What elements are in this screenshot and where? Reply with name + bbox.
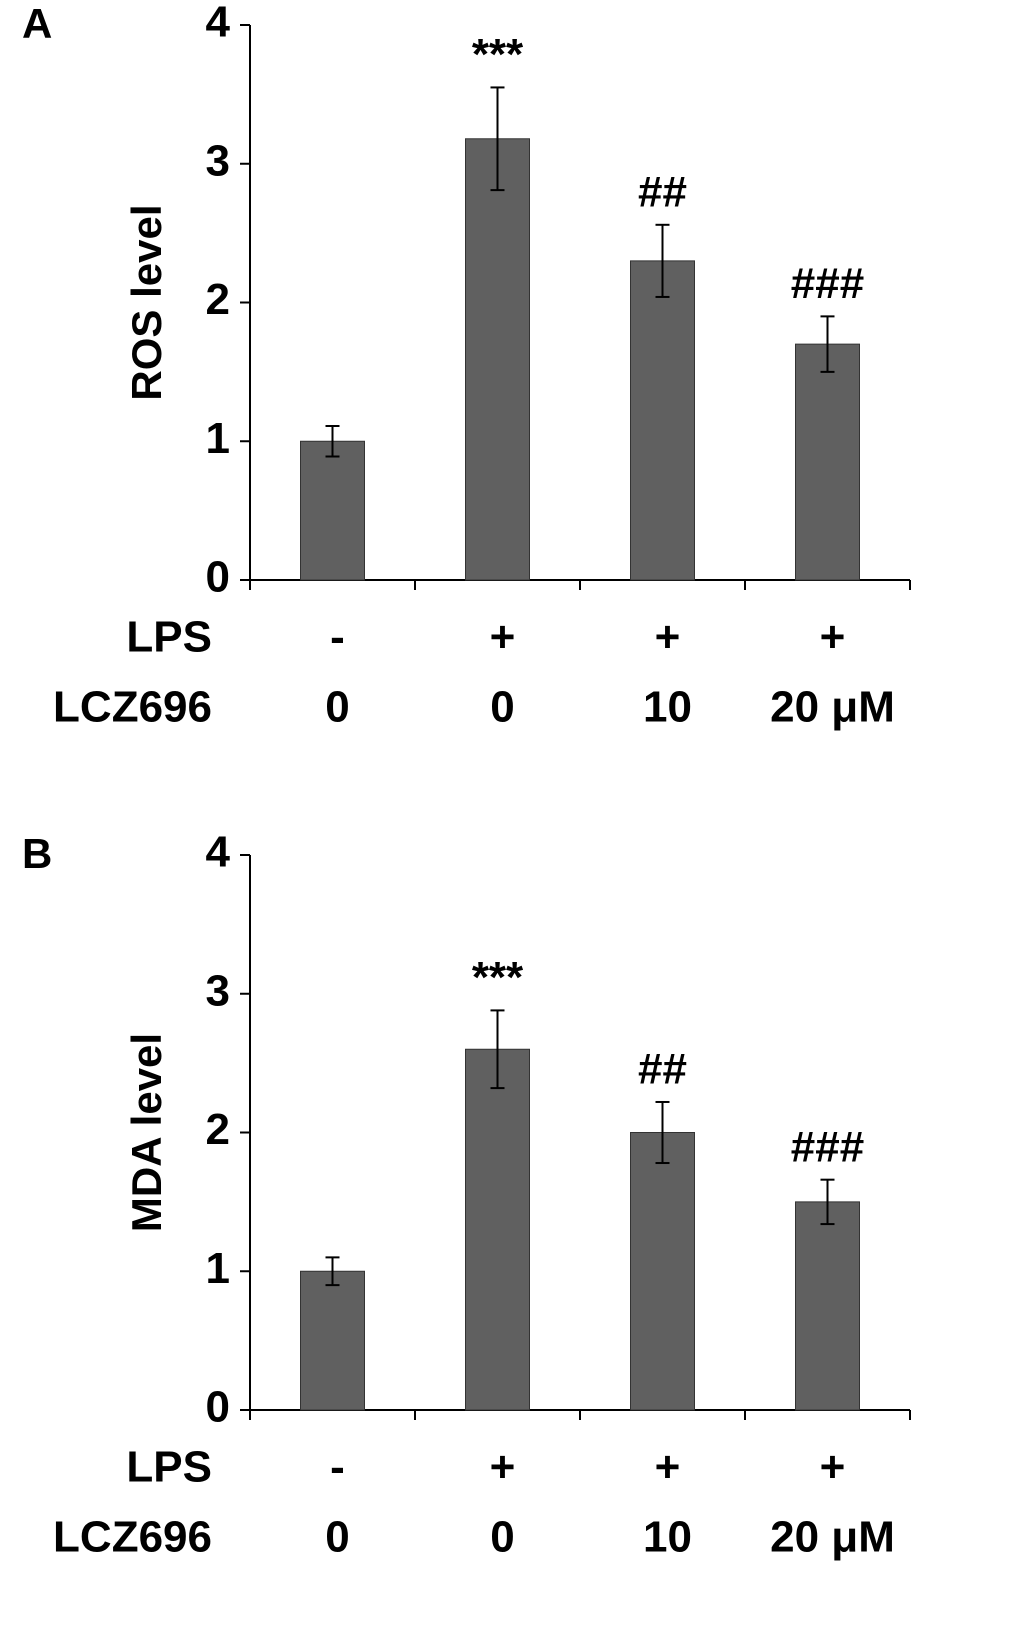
x-tick-label: + (490, 613, 516, 662)
y-tick-label: 1 (206, 414, 230, 463)
bar (465, 138, 530, 581)
bar (795, 1201, 860, 1411)
x-tick-label: 10 (643, 1513, 692, 1562)
x-tick-label: 0 (490, 683, 514, 732)
annotation: *** (472, 953, 524, 1002)
x-tick-label: - (330, 613, 345, 662)
bar (300, 440, 365, 581)
x-tick-label: 0 (490, 1513, 514, 1562)
annotation: ## (638, 1045, 687, 1094)
y-tick-label: 3 (206, 136, 230, 185)
bar (795, 343, 860, 581)
x-tick-label: 0 (325, 1513, 349, 1562)
panel-label: A (22, 0, 52, 47)
bar (465, 1048, 530, 1411)
x-tick-label: + (820, 1443, 846, 1492)
x-tick-label: - (330, 1443, 345, 1492)
error-bar (325, 1256, 340, 1287)
y-tick-label: 0 (206, 553, 230, 602)
error-bar (490, 1009, 505, 1090)
row-label: LCZ696 (53, 1513, 212, 1562)
y-tick-label: 3 (206, 966, 230, 1015)
x-tick-label: + (490, 1443, 516, 1492)
x-tick-label: 20 μM (770, 683, 895, 732)
x-tick-label: + (655, 1443, 681, 1492)
error-bar (325, 424, 340, 458)
panel: B MDA level 0 1 2 3 4 LPS - + + + LCZ696 0 0 10 20 μM ***… (22, 828, 911, 1562)
error-bar (655, 223, 670, 298)
y-tick-label: 2 (206, 275, 230, 324)
y-tick-label: 4 (206, 828, 231, 877)
bar (630, 1132, 695, 1411)
bar (300, 1270, 365, 1411)
error-bar (820, 315, 835, 373)
annotation: ### (791, 1122, 864, 1171)
annotation: ### (791, 259, 864, 308)
panel-label: B (22, 830, 52, 877)
x-tick-label: + (820, 613, 846, 662)
y-axis-label: ROS level (123, 204, 170, 400)
error-bar (820, 1178, 835, 1226)
y-tick-label: 1 (206, 1244, 230, 1293)
error-bar (490, 86, 505, 192)
x-tick-label: 0 (325, 683, 349, 732)
y-axis-label: MDA level (123, 1033, 170, 1232)
annotation: ## (638, 167, 687, 216)
y-tick-label: 0 (206, 1383, 230, 1432)
x-tick-label: 10 (643, 683, 692, 732)
y-tick-label: 2 (206, 1105, 230, 1154)
annotation: *** (472, 30, 524, 79)
bar (630, 260, 695, 581)
y-tick-label: 4 (206, 0, 231, 47)
x-tick-label: + (655, 613, 681, 662)
row-label: LCZ696 (53, 683, 212, 732)
x-tick-label: 20 μM (770, 1513, 895, 1562)
row-label: LPS (126, 1443, 212, 1492)
error-bar (655, 1100, 670, 1165)
row-label: LPS (126, 613, 212, 662)
panel: A ROS level 0 1 2 3 4 LPS - + + + LCZ696 0 0 10 20 μM ***… (22, 0, 911, 732)
